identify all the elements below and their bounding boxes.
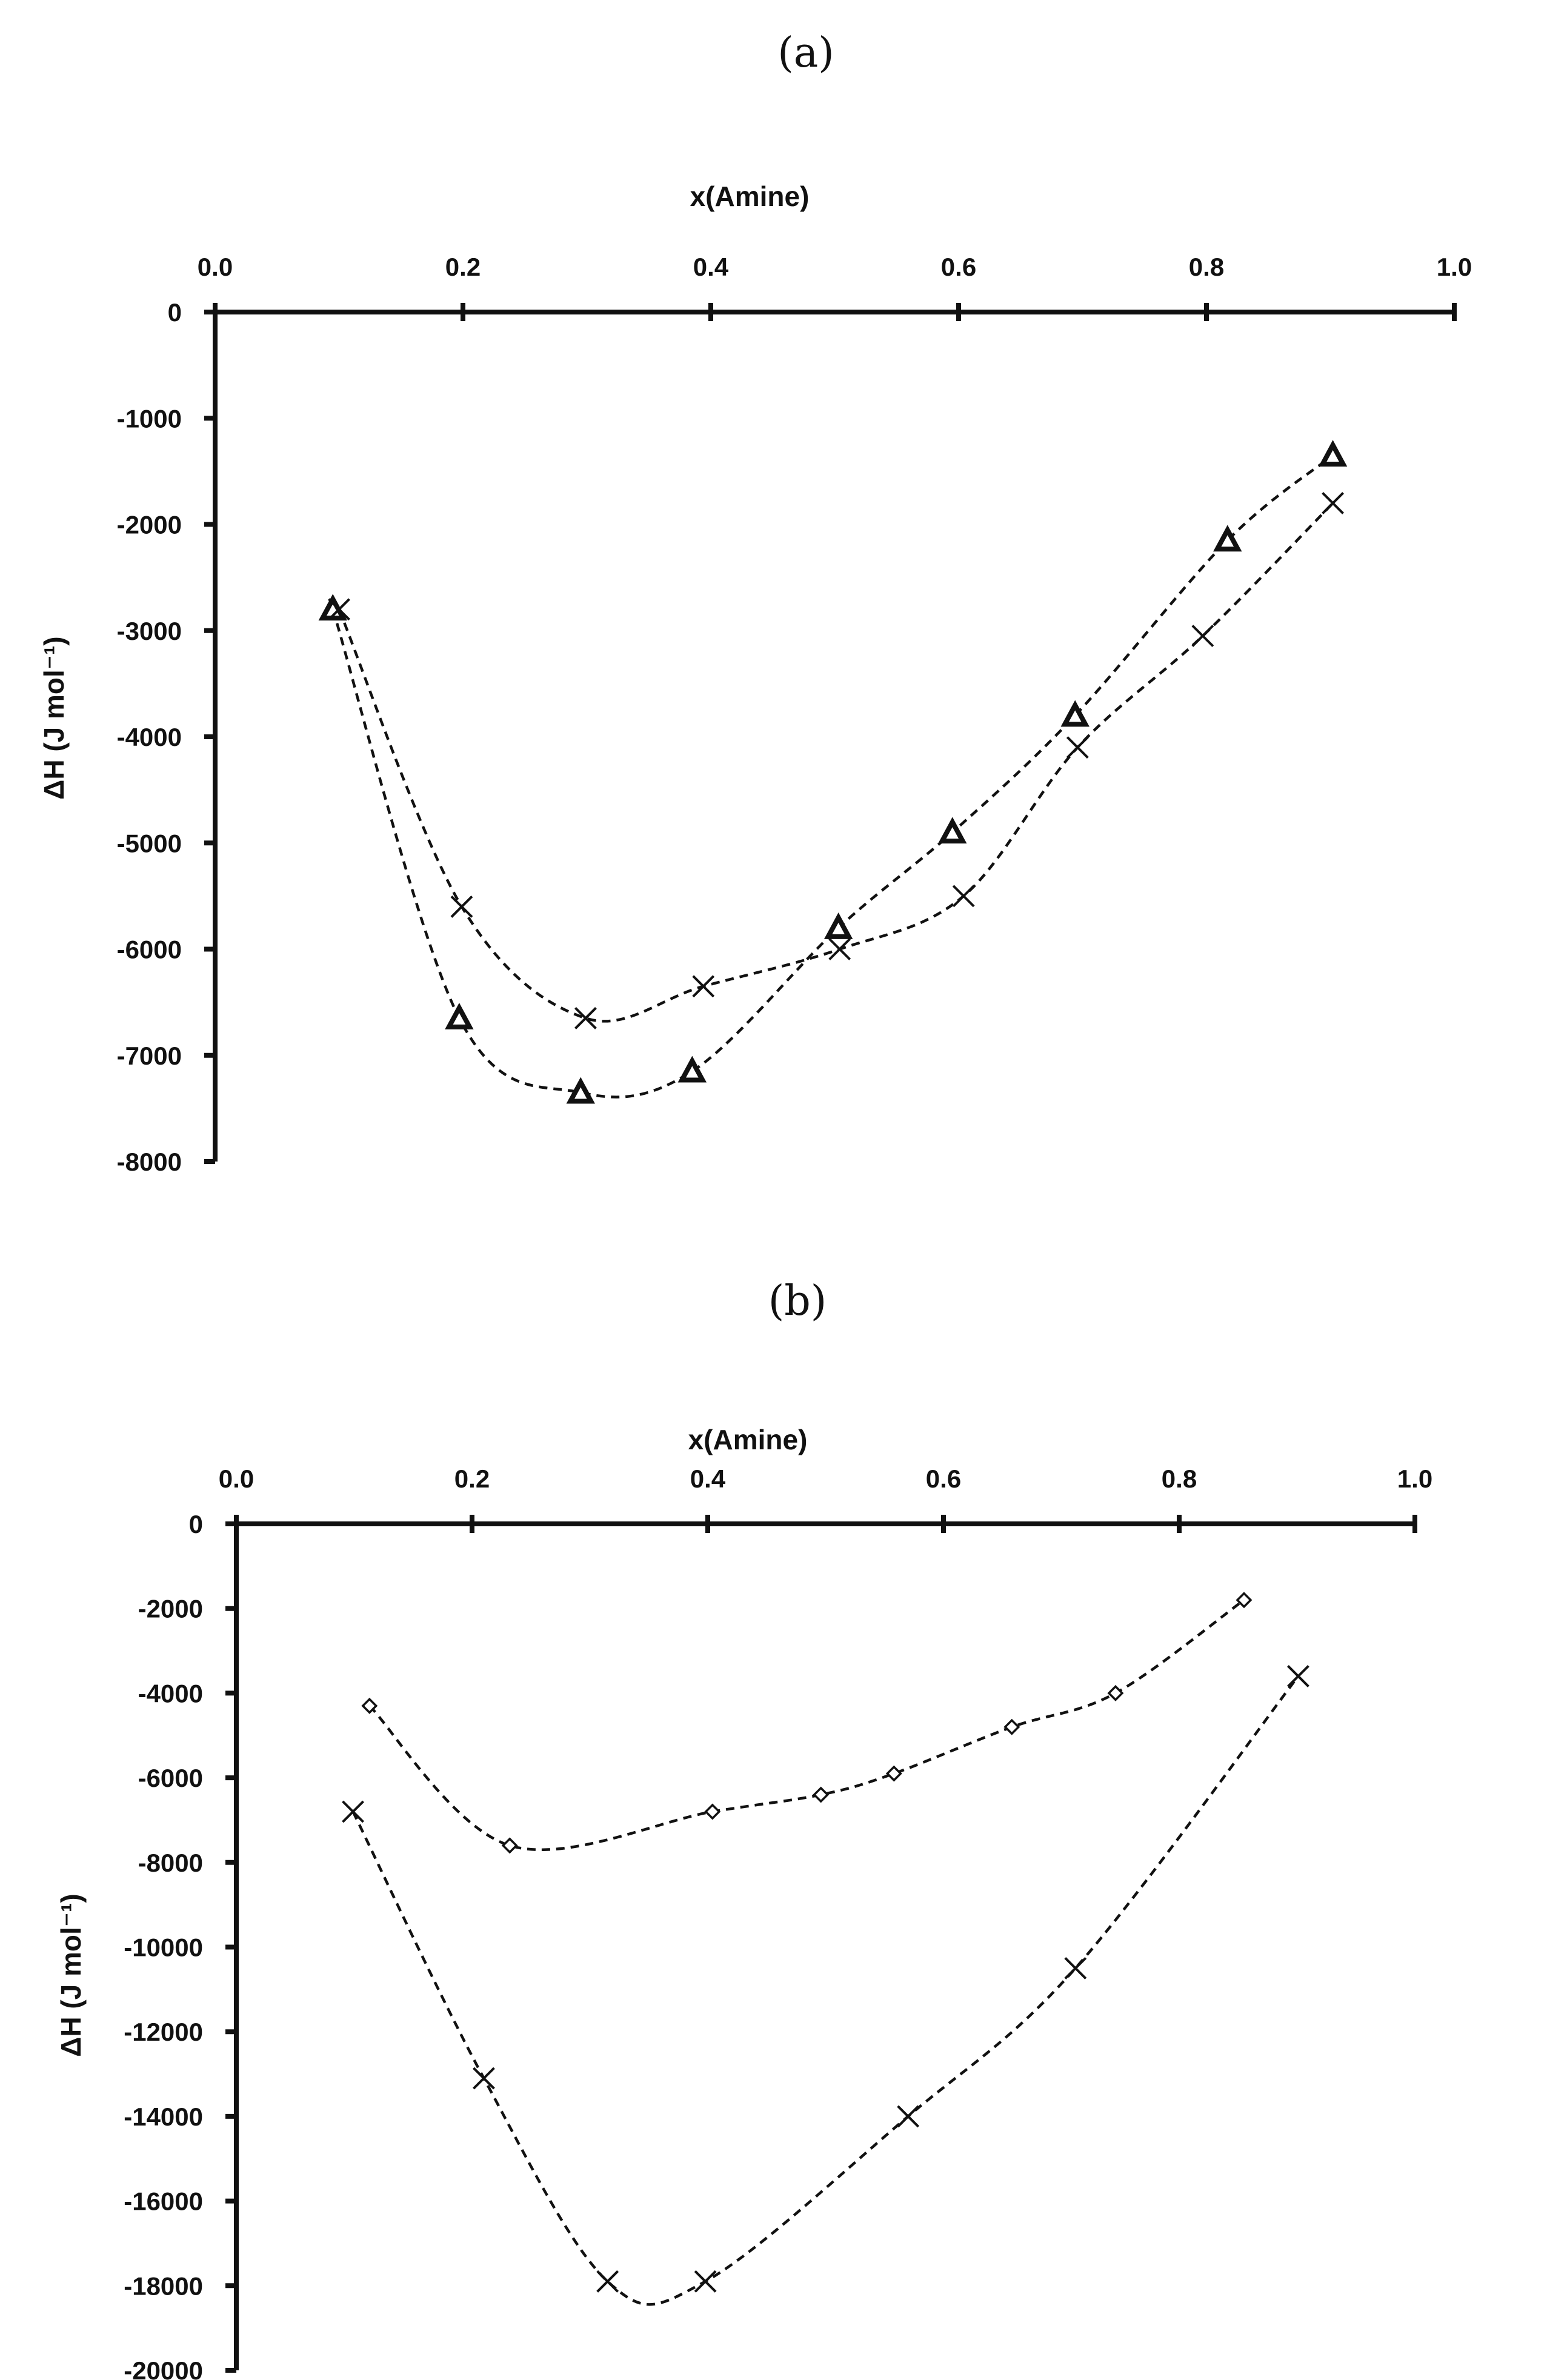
panel-a-marker-cross <box>574 1006 597 1029</box>
panel-a-marker-cross <box>1191 625 1214 647</box>
panel-a-marker-cross <box>952 885 975 908</box>
panel-a-marker-triangle <box>445 1003 474 1029</box>
panel-a-series-x-line <box>338 502 1334 1023</box>
panel-b-y-tick-label: -14000 <box>124 2102 203 2131</box>
panel-a-marker-triangle <box>823 912 853 939</box>
panel-b-marker-diamond <box>1003 1718 1020 1735</box>
panel-a-x-tick-label: 0.2 <box>445 253 481 281</box>
panel-b-series-diamond-line <box>368 1598 1245 1852</box>
panel-a-y-tick-label: 0 <box>168 298 182 327</box>
panel-a-marker-triangle <box>1213 525 1242 552</box>
panel-b-marker-diamond <box>704 1803 721 1820</box>
panel-a-y-tick-label: -7000 <box>117 1042 182 1070</box>
panel-b-y-tick-label: -18000 <box>124 2272 203 2300</box>
panel-b-y-tick-label: -6000 <box>138 1764 203 1792</box>
panel-b-marker-diamond <box>1236 1592 1253 1609</box>
panel-b-marker-diamond <box>501 1837 518 1854</box>
panel-a-x-tick-label: 0.0 <box>198 253 233 281</box>
panel-a-y-tick-label: -4000 <box>117 723 182 751</box>
panel-a-marker-cross <box>1066 736 1089 759</box>
panel-b-y-tick-label: -16000 <box>124 2187 203 2216</box>
panel-b-marker-diamond <box>1107 1684 1124 1701</box>
panel-a-y-tick-label: -1000 <box>117 404 182 433</box>
panel-b-y-tick-label: -2000 <box>138 1595 203 1623</box>
panel-b-marker-cross <box>1064 1957 1087 1979</box>
panel-b-y-tick-label: 0 <box>189 1510 203 1538</box>
panel-a-marker-triangle <box>1318 440 1348 467</box>
panel-b-marker-diamond <box>813 1786 830 1803</box>
panel-a-y-axis-title: ΔH (J mol⁻¹) <box>38 636 70 799</box>
panel-b-marker-diamond <box>885 1765 902 1782</box>
panel-a-marker-triangle <box>1060 700 1090 727</box>
panel-a-x-tick-label: 0.6 <box>941 253 976 281</box>
panel-b-y-tick-label: -10000 <box>124 1933 203 1962</box>
panel-a-marker-triangle <box>938 817 967 844</box>
panel-b-x-tick-label: 0.2 <box>454 1464 490 1493</box>
chart-a: (a) x(Amine) ΔH (J mol⁻¹) 0.0 0.2 0.4 0.6 0.… <box>38 29 1472 1176</box>
panel-b-series-x-line <box>351 1675 1300 2306</box>
panel-b-x-tick-label: 0.4 <box>690 1464 726 1493</box>
panel-a-x-tick-label: 0.4 <box>693 253 729 281</box>
panel-b-y-tick-label: -12000 <box>124 2018 203 2046</box>
panel-a-marker-triangle <box>677 1055 707 1083</box>
chart-b: (b) x(Amine) ΔH (J mol⁻¹) 0.0 0.2 0.4 0.6 0.… <box>55 1277 1432 2380</box>
panel-b-label: (b) <box>768 1277 827 1325</box>
panel-a-x-axis-title: x(Amine) <box>690 181 810 212</box>
panel-b-x-tick-label: 0.6 <box>926 1464 961 1493</box>
panel-a-y-tick-label: -8000 <box>117 1148 182 1176</box>
panel-a-marker-cross <box>450 895 473 918</box>
panel-a-marker-cross <box>692 975 715 998</box>
panel-b-y-axis-title: ΔH (J mol⁻¹) <box>55 1893 87 2056</box>
panel-a-series-triangle-line <box>331 454 1334 1099</box>
panel-b-x-axis-title: x(Amine) <box>688 1424 808 1455</box>
panel-b-marker-cross <box>473 2067 495 2090</box>
panel-b-y-tick-label: -8000 <box>138 1849 203 1877</box>
panel-b-marker-cross <box>342 1800 364 1823</box>
panel-a-marker-cross <box>328 598 350 621</box>
panel-b-marker-cross <box>596 2270 619 2293</box>
panel-a-y-tick-label: -2000 <box>117 511 182 539</box>
panel-b-marker-cross <box>694 2270 717 2293</box>
panel-a-x-tick-label: 0.8 <box>1189 253 1224 281</box>
panel-b-x-tick-label: 0.8 <box>1162 1464 1197 1493</box>
panel-a-marker-cross <box>828 938 851 960</box>
panel-a-x-tick-label: 1.0 <box>1437 253 1472 281</box>
panel-a-marker-triangle <box>566 1077 595 1104</box>
panel-a-marker-cross <box>1322 492 1345 514</box>
panel-a-y-tick-label: -5000 <box>117 829 182 857</box>
panel-a-y-tick-label: -6000 <box>117 936 182 964</box>
panel-b-marker-cross <box>897 2105 920 2128</box>
panel-b-x-tick-label: 1.0 <box>1397 1464 1432 1493</box>
panel-b-y-tick-label: -4000 <box>138 1679 203 1707</box>
panel-b-marker-cross <box>1287 1665 1309 1687</box>
panel-b-x-tick-label: 0.0 <box>219 1464 254 1493</box>
panel-a-y-tick-label: -3000 <box>117 617 182 645</box>
panel-a-label: (a) <box>777 29 834 77</box>
panel-b-y-tick-label: -20000 <box>124 2356 203 2380</box>
panel-b-marker-diamond <box>361 1697 378 1714</box>
